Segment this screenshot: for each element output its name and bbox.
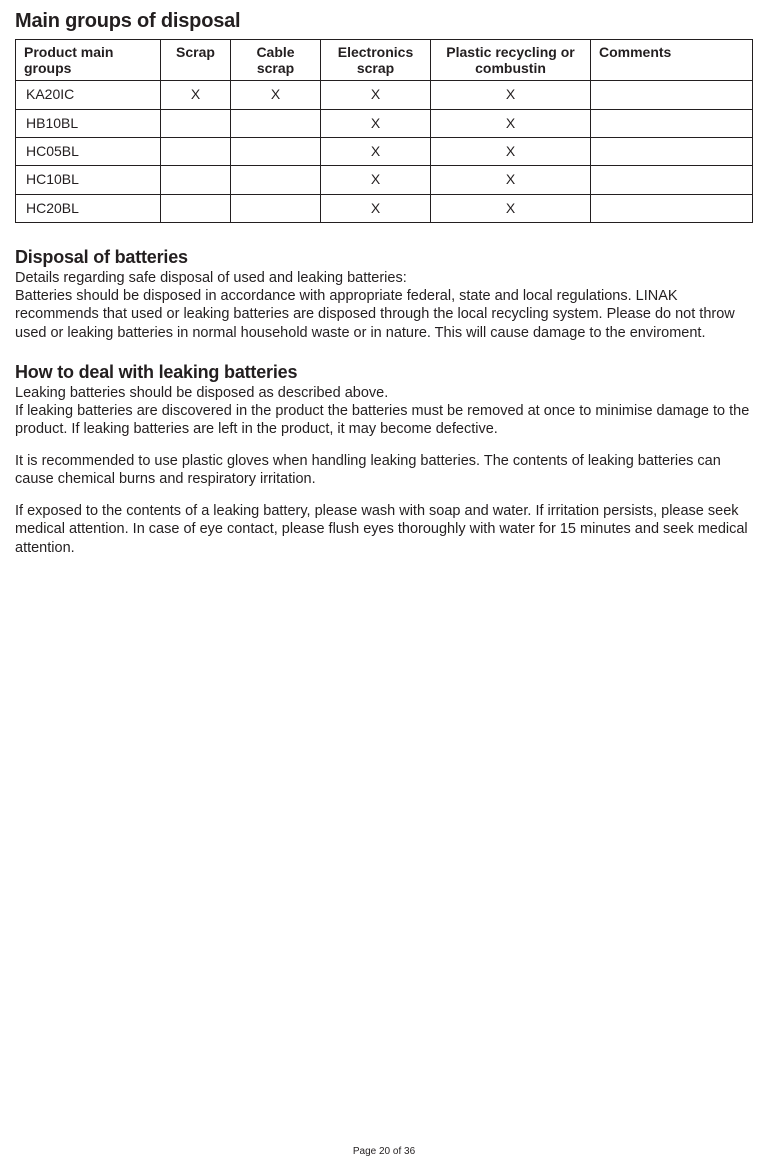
- cell: X: [321, 109, 431, 137]
- table-row: HB10BL X X: [16, 109, 753, 137]
- text-line: If leaking batteries are discovered in t…: [15, 403, 749, 437]
- cell: [231, 194, 321, 222]
- cell: X: [431, 109, 591, 137]
- text-line: Leaking batteries should be disposed as …: [15, 385, 388, 401]
- cell: [231, 137, 321, 165]
- cell: [161, 109, 231, 137]
- cell: [591, 194, 753, 222]
- col-header-product: Product main groups: [16, 40, 161, 81]
- cell: [591, 137, 753, 165]
- cell: [231, 166, 321, 194]
- cell: X: [431, 166, 591, 194]
- section-heading-leaking: How to deal with leaking batteries: [15, 362, 753, 383]
- cell: [591, 166, 753, 194]
- col-header-scrap: Scrap: [161, 40, 231, 81]
- cell: [161, 166, 231, 194]
- cell: [161, 137, 231, 165]
- table-row: HC10BL X X: [16, 166, 753, 194]
- cell-product: HB10BL: [16, 109, 161, 137]
- col-header-plastic: Plastic recycling or combustin: [431, 40, 591, 81]
- col-header-comments: Comments: [591, 40, 753, 81]
- text-line: Batteries should be disposed in accordan…: [15, 288, 735, 340]
- cell-product: KA20IC: [16, 81, 161, 109]
- table-header-row: Product main groups Scrap Cable scrap El…: [16, 40, 753, 81]
- cell: X: [321, 137, 431, 165]
- table-row: HC20BL X X: [16, 194, 753, 222]
- cell: X: [161, 81, 231, 109]
- cell: X: [321, 166, 431, 194]
- body-text: It is recommended to use plastic gloves …: [15, 452, 753, 488]
- body-text: Leaking batteries should be disposed as …: [15, 384, 753, 438]
- body-text: Details regarding safe disposal of used …: [15, 269, 753, 342]
- table-row: HC05BL X X: [16, 137, 753, 165]
- cell: X: [231, 81, 321, 109]
- section-heading-disposal: Disposal of batteries: [15, 247, 753, 268]
- text-line: Details regarding safe disposal of used …: [15, 270, 407, 286]
- cell: X: [431, 81, 591, 109]
- table-row: KA20IC X X X X: [16, 81, 753, 109]
- cell: X: [321, 194, 431, 222]
- cell-product: HC10BL: [16, 166, 161, 194]
- cell: X: [431, 194, 591, 222]
- page-footer: Page 20 of 36: [0, 1146, 768, 1157]
- cell: X: [431, 137, 591, 165]
- cell: [161, 194, 231, 222]
- disposal-table: Product main groups Scrap Cable scrap El…: [15, 39, 753, 223]
- cell: [591, 109, 753, 137]
- body-text: If exposed to the contents of a leaking …: [15, 502, 753, 556]
- cell-product: HC05BL: [16, 137, 161, 165]
- cell-product: HC20BL: [16, 194, 161, 222]
- page-title: Main groups of disposal: [15, 10, 753, 33]
- cell: X: [321, 81, 431, 109]
- cell: [591, 81, 753, 109]
- col-header-electronics: Electronics scrap: [321, 40, 431, 81]
- cell: [231, 109, 321, 137]
- col-header-cable: Cable scrap: [231, 40, 321, 81]
